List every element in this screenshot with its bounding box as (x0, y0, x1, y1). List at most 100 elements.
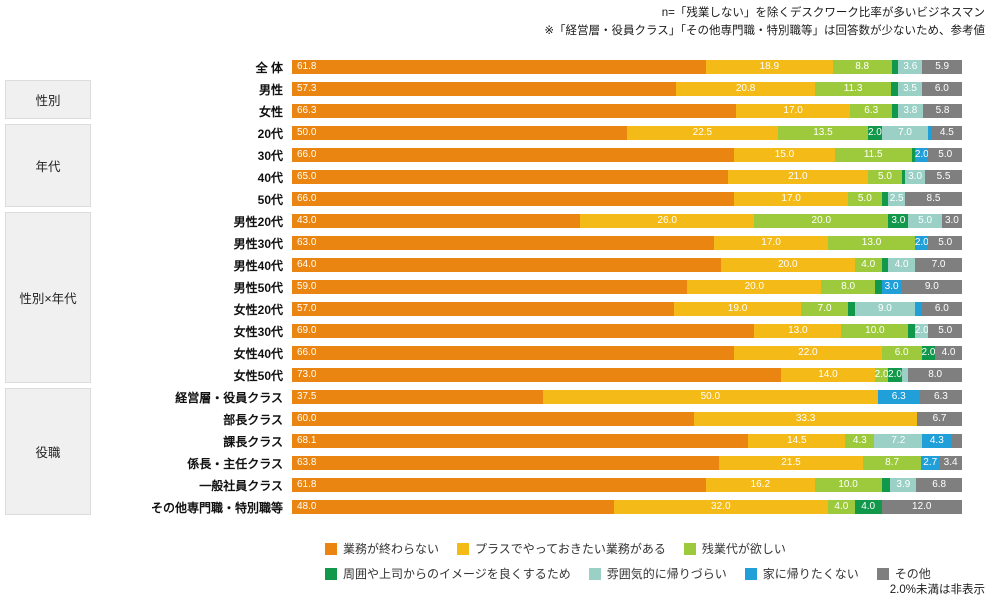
chart-row: 女性20代 57.0 19.0 7.0 9.0 6.0 (0, 298, 993, 320)
stacked-bar: 61.8 16.2 10.0 3.9 6.8 (292, 478, 962, 492)
bar-segment: 2.0 (922, 346, 935, 360)
row-label: 女性 (258, 104, 283, 119)
legend-item: 家に帰りたくない (744, 565, 859, 582)
chart-row: 30代 66.0 15.0 11.5 2.0 5.0 (0, 144, 993, 166)
segment-value-label: 3.0 (891, 215, 906, 226)
bar-segment: 4.5 (931, 126, 962, 140)
segment-value-label: 2.5 (889, 193, 904, 204)
stacked-bar: 59.0 20.0 8.0 3.0 9.0 (292, 280, 962, 294)
bar-segment: 26.0 (580, 214, 755, 228)
bar-segment (928, 126, 932, 140)
bar-segment (890, 82, 899, 96)
row-label: 経営層・役員クラス (175, 390, 283, 405)
bar-segment: 68.1 (292, 434, 749, 448)
bar-segment: 8.0 (821, 280, 875, 294)
bar-segment: 4.3 (845, 434, 875, 448)
bar-segment: 5.0 (928, 148, 962, 162)
bar-segment (881, 258, 889, 272)
segment-value-label: 4.0 (861, 501, 876, 512)
segment-value-label: 73.0 (297, 369, 317, 380)
segment-value-label: 48.0 (297, 501, 317, 512)
segment-value-label: 13.0 (861, 237, 882, 248)
stacked-bar: 63.8 21.5 8.7 2.7 3.4 (292, 456, 962, 470)
chart-row: 女性 66.3 17.0 6.3 3.8 5.8 (0, 100, 993, 122)
stacked-bar-chart: 全 体 61.8 18.9 8.8 3.6 5.9 男性 57.3 20.8 11.3 3.5 6.0… (0, 56, 993, 518)
bar-segment: 10.0 (841, 324, 909, 338)
segment-value-label: 63.0 (297, 237, 317, 248)
bar-segment: 19.0 (673, 302, 802, 316)
bar-segment: 3.5 (898, 82, 922, 96)
bar-segment: 3.9 (890, 478, 917, 492)
legend-label: その他 (894, 567, 931, 581)
bar-segment: 6.7 (917, 412, 962, 426)
legend-swatch (588, 567, 601, 580)
row-group-label: 性別×年代 (5, 212, 91, 383)
bar-segment: 50.0 (543, 390, 878, 404)
bar-segment: 2.0 (875, 368, 889, 382)
row-group-label: 性別 (5, 80, 91, 119)
row-label: 女性30代 (233, 324, 283, 339)
segment-value-label: 3.0 (908, 171, 923, 182)
bar-segment: 12.0 (881, 500, 962, 514)
legend-label: プラスでやっておきたい業務がある (475, 542, 666, 556)
bar-segment: 3.0 (888, 214, 909, 228)
segment-value-label: 12.0 (912, 501, 932, 512)
legend-label: 業務が終わらない (343, 542, 440, 556)
row-label: 男性 (258, 82, 283, 97)
segment-value-label: 43.0 (297, 215, 317, 226)
legend-item: プラスでやっておきたい業務がある (457, 540, 666, 557)
bar-segment: 6.0 (921, 302, 962, 316)
chart-row: 経営層・役員クラス 37.5 50.0 6.3 6.3 (0, 386, 993, 408)
segment-value-label: 3.0 (884, 281, 899, 292)
segment-value-label: 19.0 (727, 303, 748, 314)
bar-segment: 7.0 (915, 258, 962, 272)
segment-value-label: 66.0 (297, 149, 317, 160)
segment-value-label: 5.0 (877, 171, 892, 182)
stacked-bar: 66.0 15.0 11.5 2.0 5.0 (292, 148, 962, 162)
bar-segment: 32.0 (613, 500, 828, 514)
segment-value-label: 50.0 (297, 127, 317, 138)
row-label: 40代 (257, 170, 283, 185)
bar-segment: 10.0 (814, 478, 882, 492)
legend-item: 業務が終わらない (325, 540, 439, 557)
bar-segment: 3.0 (941, 214, 962, 228)
bar-segment (911, 148, 916, 162)
bar-segment: 8.8 (832, 60, 892, 74)
segment-value-label: 2.0 (867, 127, 882, 138)
bar-segment: 57.3 (292, 82, 676, 96)
stacked-bar: 73.0 14.0 2.0 2.0 8.0 (292, 368, 962, 382)
stacked-bar: 68.1 14.5 4.3 7.2 4.3 (292, 434, 962, 448)
segment-value-label: 2.7 (923, 457, 938, 468)
segment-value-label: 20.0 (778, 259, 798, 270)
segment-value-label: 61.8 (297, 479, 317, 490)
bar-segment: 5.8 (923, 104, 962, 118)
chart-row: 男性50代 59.0 20.0 8.0 3.0 9.0 (0, 276, 993, 298)
segment-value-label: 8.0 (841, 281, 856, 292)
segment-value-label: 2.0 (921, 347, 936, 358)
bar-segment: 63.0 (292, 236, 715, 250)
stacked-bar: 57.0 19.0 7.0 9.0 6.0 (292, 302, 962, 316)
bar-segment (848, 302, 855, 316)
bar-segment: 5.0 (868, 170, 902, 184)
row-group-label: 年代 (5, 124, 91, 207)
header-notes: n=「残業しない」を除くデスクワーク比率が多いビジネスマン ※「経営層・役員クラ… (544, 5, 985, 41)
chart-row: 20代 50.0 22.5 13.5 2.0 7.0 4.5 (0, 122, 993, 144)
bar-segment: 2.7 (921, 456, 940, 470)
bar-segment: 11.3 (815, 82, 891, 96)
segment-value-label: 2.0 (914, 149, 929, 160)
legend-item: 残業代が欲しい (683, 540, 786, 557)
segment-value-label: 4.5 (939, 127, 954, 138)
segment-value-label: 11.3 (843, 83, 863, 94)
row-label: 20代 (257, 126, 283, 141)
chart-row: 男性20代 43.0 26.0 20.0 3.0 5.0 3.0 (0, 210, 993, 232)
segment-value-label: 68.1 (297, 435, 317, 446)
bar-segment: 3.6 (898, 60, 923, 74)
bar-segment (874, 280, 882, 294)
bar-segment: 6.3 (850, 104, 893, 118)
segment-value-label: 8.0 (928, 369, 943, 380)
segment-value-label: 2.0 (914, 325, 929, 336)
bar-segment: 5.0 (928, 324, 962, 338)
segment-value-label: 8.5 (926, 193, 941, 204)
stacked-bar: 48.0 32.0 4.0 4.0 12.0 (292, 500, 962, 514)
legend-swatch (457, 542, 470, 555)
